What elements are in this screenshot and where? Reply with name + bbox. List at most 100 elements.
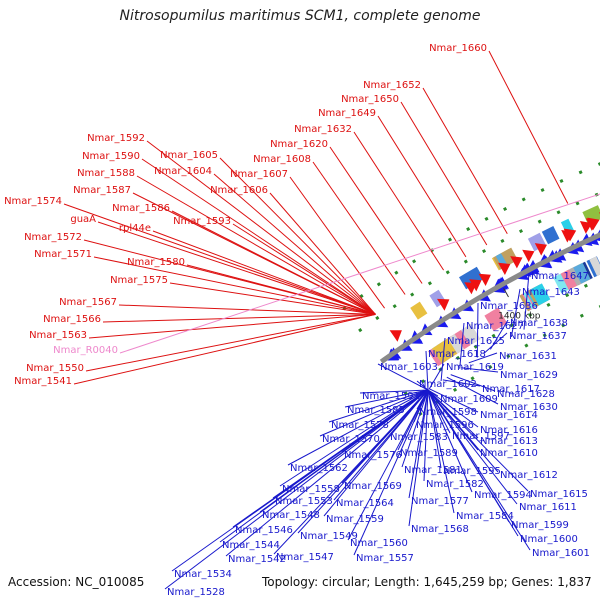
gene-label-reverse: Nmar_1601 bbox=[532, 548, 590, 559]
gene-label-reverse: Nmar_1570 bbox=[322, 434, 380, 445]
gene-label-forward: Nmar_1620 bbox=[270, 139, 328, 150]
cog-block-reverse bbox=[447, 334, 465, 354]
gene-label-reverse: Nmar_1647 bbox=[531, 271, 589, 282]
gene-label-forward: Nmar_1550 bbox=[26, 363, 84, 374]
leader-line bbox=[102, 313, 376, 323]
leader-line bbox=[423, 389, 429, 482]
gene-label-forward: rpl44e bbox=[119, 223, 151, 234]
gene-label-forward: Nmar_1580 bbox=[127, 257, 185, 268]
leader-line bbox=[323, 389, 429, 517]
leader-line bbox=[401, 389, 429, 468]
gene-label-forward: Nmar_1563 bbox=[29, 330, 87, 341]
leader-line bbox=[88, 313, 376, 339]
gene-label-reverse: Nmar_1614 bbox=[480, 410, 538, 421]
forward-gene-arrow bbox=[498, 262, 511, 275]
gene-label-reverse: Nmar_1612 bbox=[500, 470, 558, 481]
leader-line bbox=[427, 389, 499, 473]
leader-line bbox=[427, 389, 479, 428]
leader-line bbox=[171, 210, 376, 315]
gene-label-reverse: Nmar_1558 bbox=[282, 484, 340, 495]
leader-line bbox=[408, 389, 429, 527]
gene-label-reverse: Nmar_1547 bbox=[276, 552, 334, 563]
forward-gene-arrow bbox=[561, 230, 574, 243]
gene-label-reverse: Nmar_1609 bbox=[440, 394, 498, 405]
leader-line bbox=[408, 389, 429, 499]
cog-block-forward bbox=[541, 226, 560, 245]
gene-label-reverse: Nmar_1616 bbox=[480, 425, 538, 436]
gene-label-reverse: Nmar_1618 bbox=[428, 349, 486, 360]
leader-line bbox=[422, 87, 508, 235]
leader-line bbox=[312, 161, 406, 295]
leader-line bbox=[169, 282, 376, 315]
gene-label-reverse: Nmar_1619 bbox=[446, 362, 504, 373]
leader-line bbox=[427, 389, 451, 434]
leader-line bbox=[279, 389, 429, 487]
gene-label-forward: guaA bbox=[70, 214, 96, 225]
gene-label-forward: Nmar_1652 bbox=[363, 80, 421, 91]
map-title: Nitrosopumilus maritimus SCM1, complete … bbox=[119, 8, 481, 24]
leader-line bbox=[97, 221, 376, 315]
gene-label-reverse: Nmar_1576 bbox=[344, 450, 402, 461]
gene-label-forward: Nmar_1588 bbox=[77, 168, 135, 179]
leader-line bbox=[429, 388, 479, 413]
gene-label-reverse: Nmar_1557 bbox=[356, 553, 414, 564]
cog-block-reverse bbox=[553, 272, 571, 294]
gene-label-reverse: Nmar_1582 bbox=[426, 479, 484, 490]
leader-line bbox=[297, 389, 429, 534]
cog-block-reverse bbox=[560, 269, 577, 290]
gene-label-forward: Nmar_1541 bbox=[14, 376, 72, 387]
cog-block-forward bbox=[410, 301, 428, 320]
accession-text: Accession: NC_010085 bbox=[8, 575, 145, 589]
leader-line bbox=[523, 272, 530, 330]
gene-label-reverse: Nmar_1629 bbox=[500, 370, 558, 381]
gene-label-forward: Nmar_1592 bbox=[87, 133, 145, 144]
gene-label-forward: Nmar_1606 bbox=[210, 185, 268, 196]
gene-label-layer: Nmar_1660 Nmar_1652 Nmar_1650 Nmar_1649 Nmar… bbox=[4, 43, 590, 598]
leader-line bbox=[225, 389, 429, 557]
gene-label-forward: Nmar_1571 bbox=[34, 249, 92, 260]
leader-line bbox=[171, 389, 429, 572]
leader-line bbox=[461, 367, 499, 373]
gene-label-forward: Nmar_1608 bbox=[253, 154, 311, 165]
leader-line bbox=[427, 389, 455, 514]
gene-label-reverse: Nmar_1630 bbox=[500, 402, 558, 413]
gene-label-reverse: Nmar_1595 bbox=[443, 466, 501, 477]
genome-backbone bbox=[379, 232, 600, 364]
gene-label-reverse: Nmar_1596 bbox=[416, 420, 474, 431]
leader-line bbox=[136, 175, 376, 315]
gene-label-reverse: Nmar_1546 bbox=[235, 525, 293, 536]
gene-label-reverse: Nmar_1600 bbox=[520, 534, 578, 545]
gene-label-reverse: Nmar_1603 bbox=[380, 362, 438, 373]
gene-label-forward: Nmar_1593 bbox=[173, 216, 231, 227]
leader-line bbox=[93, 256, 376, 315]
gene-label-forward: Nmar_1660 bbox=[429, 43, 487, 54]
leader-line bbox=[442, 379, 481, 387]
gene-label-reverse: Nmar_1569 bbox=[344, 481, 402, 492]
gene-label-reverse: Nmar_1598 bbox=[419, 407, 477, 418]
gene-label-reverse: Nmar_1625 bbox=[447, 336, 505, 347]
gene-label-reverse: Nmar_1581 bbox=[404, 465, 462, 476]
gene-label-reverse: Nmar_1584 bbox=[456, 511, 514, 522]
gene-label-reverse: Nmar_1542 bbox=[228, 554, 286, 565]
gene-label-forward: Nmar_1607 bbox=[230, 169, 288, 180]
gene-label-forward: Nmar_1590 bbox=[82, 151, 140, 162]
leader-line bbox=[118, 304, 376, 315]
gene-label-reverse: Nmar_1553 bbox=[275, 496, 333, 507]
leader-line bbox=[416, 380, 429, 391]
leader-line bbox=[146, 140, 376, 315]
gene-label-reverse: Nmar_1610 bbox=[480, 448, 538, 459]
gene-label-reverse: Nmar_1585 bbox=[347, 405, 405, 416]
gene-label-reverse: Nmar_1583 bbox=[390, 432, 448, 443]
leader-line bbox=[510, 288, 521, 337]
gene-label-forward: Nmar_1566 bbox=[43, 314, 101, 325]
leader-line bbox=[213, 173, 376, 315]
tick-mark bbox=[503, 288, 509, 298]
gene-label-forward: Nmar_1604 bbox=[154, 166, 212, 177]
leader-line bbox=[440, 337, 446, 382]
leader-line bbox=[219, 157, 376, 315]
tick-layer: 1400 kbp1420 kbp1440 kbp1460 kbp1480 kbp… bbox=[498, 288, 541, 322]
gene-label-reverse: Nmar_1638 bbox=[510, 318, 568, 329]
gene-label-forward: Nmar_1650 bbox=[341, 94, 399, 105]
gene-label-forward: Nmar_1632 bbox=[294, 124, 352, 135]
